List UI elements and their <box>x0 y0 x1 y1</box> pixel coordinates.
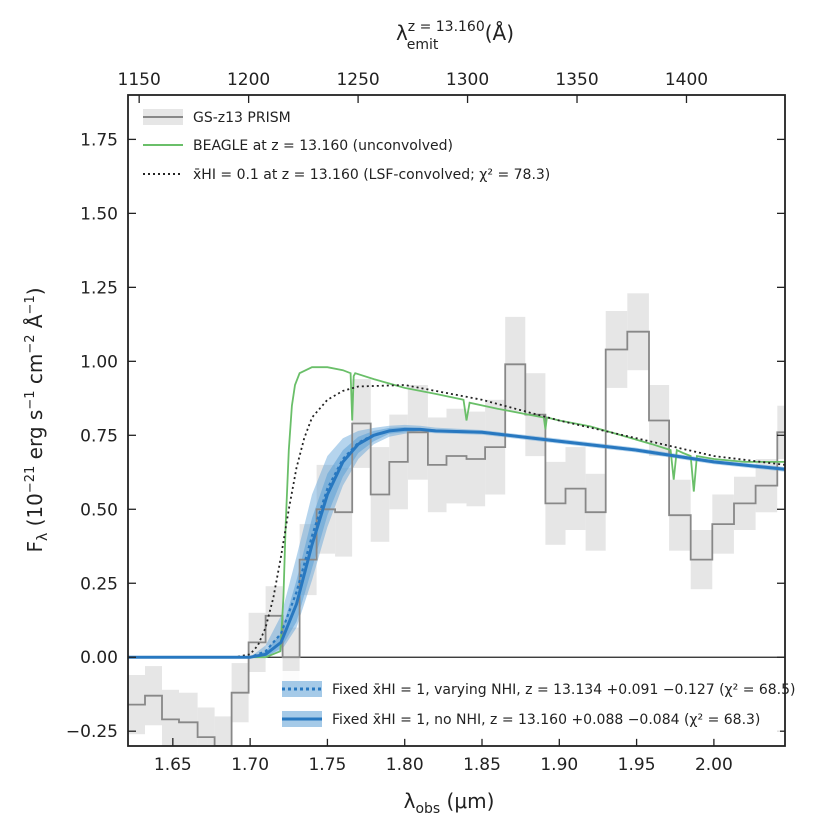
x-tick-label: 1.90 <box>540 755 578 775</box>
top-tick-label: 1150 <box>118 70 161 90</box>
beagle-model-line <box>128 366 785 659</box>
legend-lower: Fixed x̄HI = 1, varying NHI, z = 13.134 … <box>270 671 796 739</box>
axis-ticks: 1.65 1.70 1.75 1.80 1.85 1.90 1.95 2.00 −0.25 0.0… <box>66 70 785 775</box>
plot-frame <box>127 94 786 747</box>
legend-label-xhi01: x̄HI = 0.1 at z = 13.160 (LSF-convolved;… <box>193 167 550 183</box>
legend-label-fixed: Fixed x̄HI = 1, no NHI, z = 13.160 +0.08… <box>332 712 760 728</box>
top-tick-label: 1400 <box>665 70 708 90</box>
legend-lower-box <box>270 671 780 739</box>
x-tick-label: 2.00 <box>695 755 733 775</box>
y-tick-label: 0.50 <box>80 500 118 520</box>
y-tick-label: 0.00 <box>80 648 118 668</box>
fixed-no-nhi-band <box>128 427 785 658</box>
top-tick-label: 1300 <box>446 70 489 90</box>
y-tick-label: 1.00 <box>80 352 118 372</box>
x-tick-label: 1.70 <box>231 755 269 775</box>
legend-label-prism: GS-z13 PRISM <box>193 110 291 126</box>
prism-spectrum-line <box>128 330 785 746</box>
plot-area <box>128 293 785 746</box>
x-tick-label: 1.65 <box>154 755 192 775</box>
legend-upper: GS-z13 PRISM BEAGLE at z = 13.160 (uncon… <box>143 109 550 183</box>
y-tick-label: −0.25 <box>66 722 118 742</box>
y-tick-label: 1.50 <box>80 204 118 224</box>
prism-error-box <box>162 689 179 746</box>
legend-label-beagle: BEAGLE at z = 13.160 (unconvolved) <box>193 138 453 154</box>
x-tick-label: 1.75 <box>308 755 346 775</box>
top-tick-label: 1250 <box>336 70 379 90</box>
fixed-no-nhi-line <box>128 427 785 659</box>
legend-label-varying: Fixed x̄HI = 1, varying NHI, z = 13.134 … <box>332 682 796 698</box>
y-tick-label: 0.75 <box>80 426 118 446</box>
prism-error-box <box>214 716 232 746</box>
varying-nhi-band <box>128 424 785 658</box>
x-tick-label: 1.95 <box>618 755 656 775</box>
x-tick-label: 1.85 <box>463 755 501 775</box>
top-x-axis-label: λz = 13.160 emit (Å) <box>396 19 514 53</box>
x-axis-label: λobs (μm) <box>404 789 495 817</box>
y-tick-label: 0.25 <box>80 574 118 594</box>
y-axis-label: Fλ (10−21 erg s−1 cm−2 Å−1) <box>23 287 51 552</box>
y-tick-label: 1.25 <box>80 278 118 298</box>
y-tick-label: 1.75 <box>80 130 118 150</box>
prism-error-box <box>179 692 198 746</box>
top-tick-label: 1200 <box>227 70 270 90</box>
x-tick-label: 1.80 <box>386 755 424 775</box>
varying-nhi-line <box>128 428 785 659</box>
top-tick-label: 1350 <box>555 70 598 90</box>
